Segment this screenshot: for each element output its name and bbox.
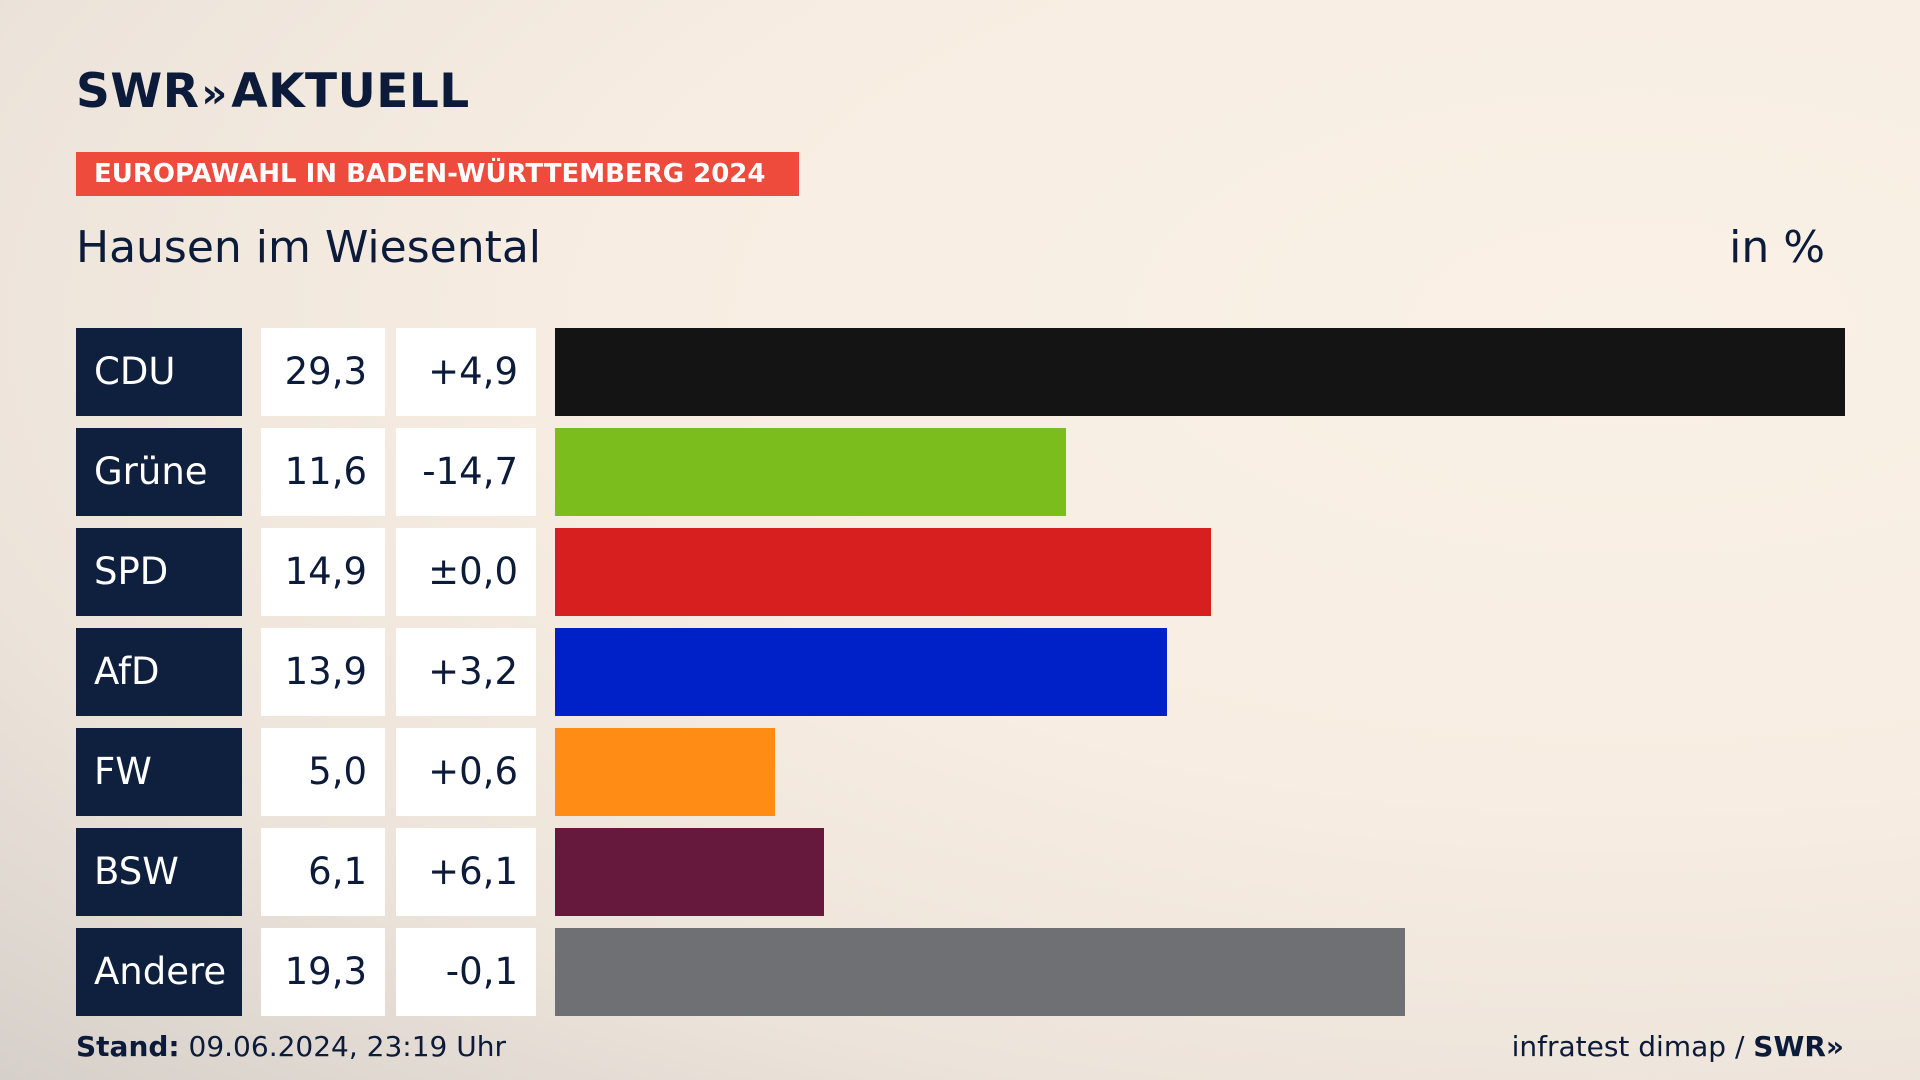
party-label: CDU [76,328,242,416]
party-label: Andere [76,928,242,1016]
vote-share-label: 6,1 [261,828,385,916]
bar-cdu [555,328,1845,416]
source-text: infratest dimap / [1511,1030,1745,1063]
bar-bsw [555,828,824,916]
party-label: Grüne [76,428,242,516]
party-label: BSW [76,828,242,916]
logo-swr: SWR [76,64,200,119]
bar-afd [555,628,1167,716]
swr-aktuell-logo: SWR» AKTUELL [76,64,470,119]
bar-spd [555,528,1211,616]
stand-label: Stand: [76,1030,180,1063]
vote-share-label: 19,3 [261,928,385,1016]
change-label: -14,7 [396,428,536,516]
change-label: +0,6 [396,728,536,816]
election-banner: EUROPAWAHL IN BADEN-WÜRTTEMBERG 2024 [76,152,799,196]
change-label: ±0,0 [396,528,536,616]
vote-share-label: 11,6 [261,428,385,516]
unit-label: in % [1729,222,1825,273]
bar-grüne [555,428,1066,516]
vote-share-label: 5,0 [261,728,385,816]
change-label: -0,1 [396,928,536,1016]
footer-timestamp: Stand: 09.06.2024, 23:19 Uhr [76,1030,506,1063]
bar-andere [555,928,1405,1016]
swr-source-logo: SWR» [1753,1030,1844,1063]
footer-source: infratest dimap / SWR» [1512,1030,1844,1063]
result-row: FW 5,0 +0,6 [0,728,1920,816]
change-label: +4,9 [396,328,536,416]
vote-share-label: 14,9 [261,528,385,616]
vote-share-label: 13,9 [261,628,385,716]
result-row: AfD 13,9 +3,2 [0,628,1920,716]
change-label: +6,1 [396,828,536,916]
result-row: CDU 29,3 +4,9 [0,328,1920,416]
logo-aktuell: AKTUELL [231,64,470,119]
result-row: Andere 19,3 -0,1 [0,928,1920,1016]
logo-chevron-icon: » [201,71,227,117]
result-row: SPD 14,9 ±0,0 [0,528,1920,616]
change-label: +3,2 [396,628,536,716]
result-row: BSW 6,1 +6,1 [0,828,1920,916]
result-row: Grüne 11,6 -14,7 [0,428,1920,516]
party-label: SPD [76,528,242,616]
party-label: FW [76,728,242,816]
stand-value: 09.06.2024, 23:19 Uhr [188,1030,506,1063]
party-label: AfD [76,628,242,716]
vote-share-label: 29,3 [261,328,385,416]
chart-subtitle: Hausen im Wiesental [76,222,542,273]
bar-fw [555,728,775,816]
